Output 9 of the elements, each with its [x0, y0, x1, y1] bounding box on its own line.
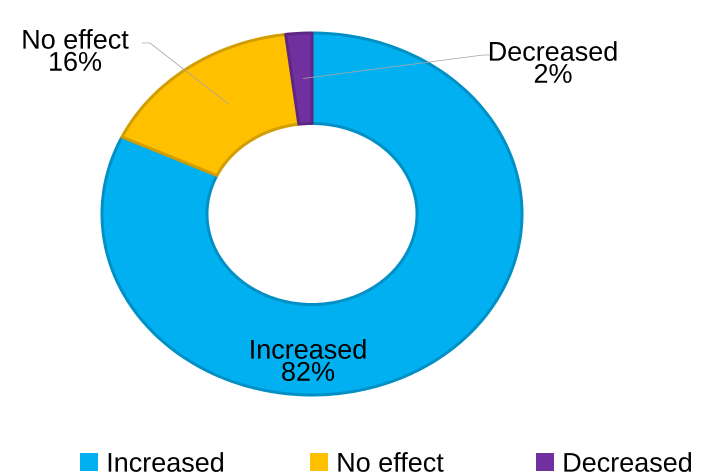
data-label: 2% [534, 64, 572, 83]
slice-label: Decreased [490, 41, 617, 61]
legend-label: Increased [108, 452, 224, 472]
legend-label: Decreased [564, 452, 692, 472]
slice-label: No effect [23, 29, 129, 49]
legend-label: No effect [338, 452, 444, 472]
data-label: 82% [282, 362, 334, 381]
slice-label: Increased [251, 339, 366, 359]
data-label: 16% [50, 52, 102, 71]
